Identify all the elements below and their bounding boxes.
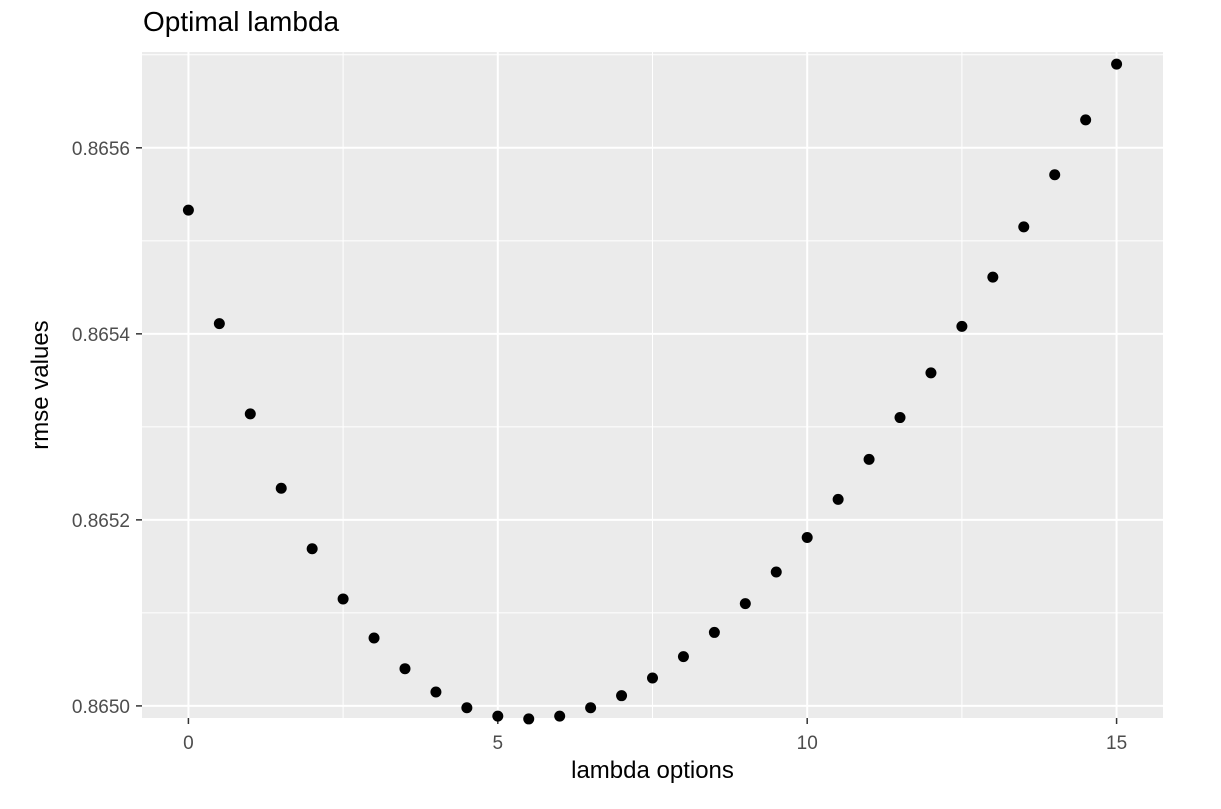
data-point <box>430 686 442 698</box>
data-point <box>337 593 349 605</box>
x-tick-label: 5 <box>493 733 504 754</box>
data-point <box>801 532 813 544</box>
y-axis-title: rmse values <box>27 320 54 449</box>
data-point <box>1049 169 1061 181</box>
data-point <box>554 710 566 722</box>
data-point <box>523 713 535 725</box>
data-point <box>244 408 256 420</box>
data-point <box>739 598 751 610</box>
x-tick-label: 10 <box>797 733 818 754</box>
data-points <box>182 58 1123 725</box>
data-point <box>306 543 318 555</box>
data-point <box>368 632 380 644</box>
data-point <box>1018 221 1030 233</box>
x-tick-label: 0 <box>183 733 194 754</box>
y-tick-label: 0.8652 <box>72 511 130 532</box>
x-axis-title: lambda options <box>571 757 734 784</box>
data-point <box>585 702 597 714</box>
data-point <box>770 566 782 578</box>
data-point <box>492 710 504 722</box>
data-point <box>863 453 875 465</box>
data-point <box>399 663 411 675</box>
minor-gridlines <box>142 52 1163 718</box>
data-point <box>708 626 720 638</box>
data-point <box>1080 114 1092 126</box>
x-axis: 0 5 10 15 <box>183 718 1127 754</box>
chart-title: Optimal lambda <box>143 6 340 37</box>
major-gridlines <box>142 52 1163 718</box>
y-tick-label: 0.8656 <box>72 139 130 160</box>
x-tick-label: 15 <box>1106 733 1127 754</box>
data-point <box>987 271 999 283</box>
data-point <box>213 318 225 330</box>
data-point <box>925 367 937 379</box>
y-tick-label: 0.8650 <box>72 697 130 718</box>
data-point <box>275 482 287 494</box>
y-tick-label: 0.8654 <box>72 325 131 346</box>
data-point <box>1111 58 1123 70</box>
y-axis: 0.8650 0.8652 0.8654 0.8656 <box>72 139 142 718</box>
data-point <box>182 204 194 216</box>
data-point <box>461 702 473 714</box>
data-point <box>832 493 844 505</box>
data-point <box>956 320 968 332</box>
data-point <box>677 651 689 663</box>
data-point <box>647 672 658 684</box>
data-point <box>894 412 906 424</box>
data-point <box>616 690 628 702</box>
